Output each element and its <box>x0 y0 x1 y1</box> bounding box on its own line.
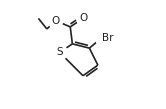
Text: Br: Br <box>102 32 114 43</box>
Text: O: O <box>79 13 87 23</box>
Text: S: S <box>56 47 63 57</box>
Text: O: O <box>51 15 59 26</box>
